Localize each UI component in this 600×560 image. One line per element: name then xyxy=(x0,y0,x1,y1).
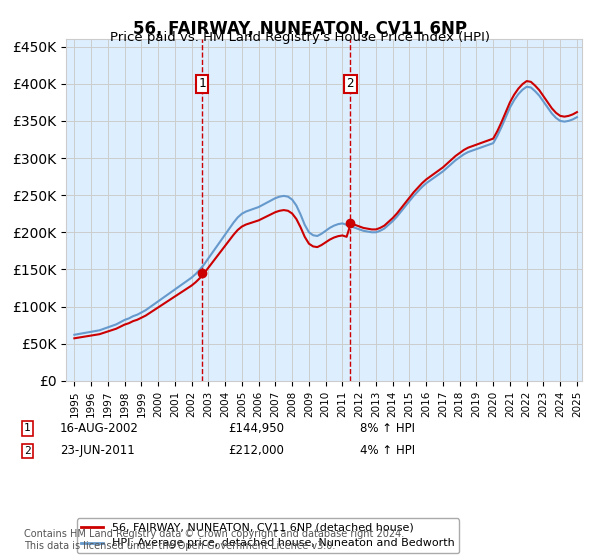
Text: 16-AUG-2002: 16-AUG-2002 xyxy=(60,422,139,435)
Legend: 56, FAIRWAY, NUNEATON, CV11 6NP (detached house), HPI: Average price, detached h: 56, FAIRWAY, NUNEATON, CV11 6NP (detache… xyxy=(77,519,460,553)
Text: 4% ↑ HPI: 4% ↑ HPI xyxy=(360,444,415,458)
Text: 23-JUN-2011: 23-JUN-2011 xyxy=(60,444,135,458)
Text: Contains HM Land Registry data © Crown copyright and database right 2024.
This d: Contains HM Land Registry data © Crown c… xyxy=(24,529,404,551)
Text: 1: 1 xyxy=(198,77,206,90)
Text: 2: 2 xyxy=(347,77,354,90)
Text: 56, FAIRWAY, NUNEATON, CV11 6NP: 56, FAIRWAY, NUNEATON, CV11 6NP xyxy=(133,20,467,38)
Text: £212,000: £212,000 xyxy=(228,444,284,458)
Text: 8% ↑ HPI: 8% ↑ HPI xyxy=(360,422,415,435)
Text: 1: 1 xyxy=(24,423,31,433)
Text: Price paid vs. HM Land Registry's House Price Index (HPI): Price paid vs. HM Land Registry's House … xyxy=(110,31,490,44)
Text: 2: 2 xyxy=(24,446,31,456)
Text: £144,950: £144,950 xyxy=(228,422,284,435)
